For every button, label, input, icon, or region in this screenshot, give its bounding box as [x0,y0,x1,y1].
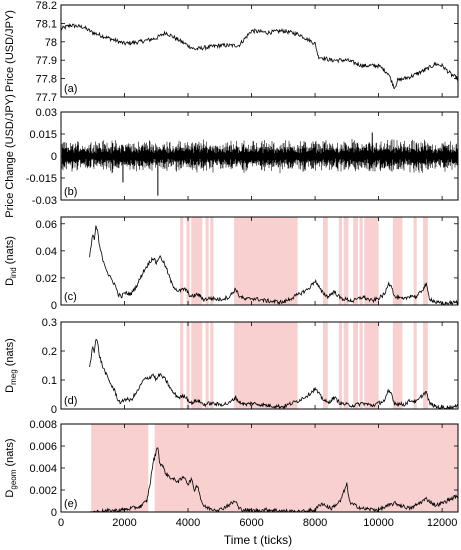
x-tick-label: 8000 [303,517,327,529]
shaded-region [343,322,349,409]
y-tick-label: 78 [45,37,57,49]
shaded-region [413,322,417,409]
x-tick-label: 12000 [427,517,458,529]
panel-label: (e) [64,498,77,510]
shaded-region [180,217,184,305]
y-tick-label: 0.1 [42,375,57,387]
x-tick-label: 10000 [363,517,394,529]
shaded-region [210,217,214,305]
panel-c: 0 0.02 0.04 0.06 (c) Dind (nats) [4,216,459,312]
y-tick-label: 78.1 [36,18,57,30]
series-line [89,225,458,305]
y-tick-label: 0.2 [42,346,57,358]
shaded-region [423,322,428,409]
shaded-region [413,217,417,305]
y-axis-label: Dmeg (nats) [4,338,18,393]
shaded-region [392,217,403,305]
shaded-region [364,217,379,305]
panel-b: -0.03 -0.015 0 0.015 0.03 (b) Price Change (US… [4,94,459,218]
x-tick-label: 2000 [112,517,136,529]
shaded-region [154,424,458,512]
y-tick-label: 0 [51,151,57,163]
shaded-region [234,322,298,409]
shaded-region [91,424,149,512]
y-axis-label: Dind (nats) [4,236,18,286]
shaded-region [205,322,209,409]
y-tick-label: 78.2 [36,0,57,12]
shaded-region [234,217,298,305]
series-line [61,138,458,174]
plot-frame [60,216,459,306]
y-tick-label: 0 [51,507,57,519]
shaded-region [338,217,343,305]
shaded-region [186,322,190,409]
shaded-region [323,217,328,305]
x-tick-label: 0 [58,517,64,529]
shaded-region [186,217,190,305]
y-axis-label: Dgeom (nats) [4,438,18,497]
y-tick-label: 0.3 [42,317,57,329]
y-tick-label: -0.015 [26,173,57,185]
panel-a: 77.7 77.8 77.9 78 78.1 78.2 (a) Price (USD/JPY) [4,0,459,104]
y-tick-label: 77.7 [36,92,57,104]
series-line [89,339,458,409]
y-tick-label: 0.002 [29,485,57,497]
shaded-region [191,322,203,409]
shaded-region [210,322,214,409]
y-axis-label: Price Change (USD/JPY) [4,94,16,218]
y-tick-label: 0 [51,300,57,312]
shaded-region [191,217,203,305]
panel-d: 0 0.1 0.2 0.3 (d) Dmeg (nats) [4,317,459,416]
plot-frame [60,321,459,410]
y-tick-label: 0 [51,404,57,416]
x-tick-label: 6000 [239,517,263,529]
shaded-region [392,322,403,409]
shaded-region [353,322,358,409]
shaded-region [323,322,328,409]
panel-label: (c) [64,291,77,303]
y-axis-label: Price (USD/JPY) [4,10,16,92]
y-tick-label: 0.03 [36,107,57,119]
y-tick-label: 0.02 [36,273,57,285]
panel-label: (a) [64,83,77,95]
y-tick-label: 77.9 [36,55,57,67]
panel-label: (d) [64,395,77,407]
shaded-region [423,217,428,305]
plot-frame [60,4,459,98]
series-line [61,23,458,89]
panel-label: (b) [64,186,77,198]
shaded-region [338,322,343,409]
y-tick-label: 0.04 [36,246,57,258]
shaded-region [359,322,363,409]
y-tick-label: 0.06 [36,219,57,231]
shaded-region [353,217,358,305]
y-tick-label: 0.015 [29,129,57,141]
panel-e: 0 0.002 0.004 0.006 0.008 (e) Dgeom (nats) [4,419,459,519]
y-tick-label: 0.006 [29,441,57,453]
shaded-region [343,217,349,305]
y-tick-label: 77.8 [36,74,57,86]
shaded-region [364,322,379,409]
x-axis-label: Time t (ticks) [224,533,292,547]
y-tick-label: 0.004 [29,463,57,475]
x-axis-ticks: 0 2000 4000 6000 8000 10000 12000 [58,517,457,529]
y-tick-label: -0.03 [32,195,57,207]
x-tick-label: 4000 [176,517,200,529]
shaded-region [359,217,363,305]
y-tick-label: 0.008 [29,419,57,431]
shaded-region [205,217,209,305]
shaded-region [180,322,184,409]
